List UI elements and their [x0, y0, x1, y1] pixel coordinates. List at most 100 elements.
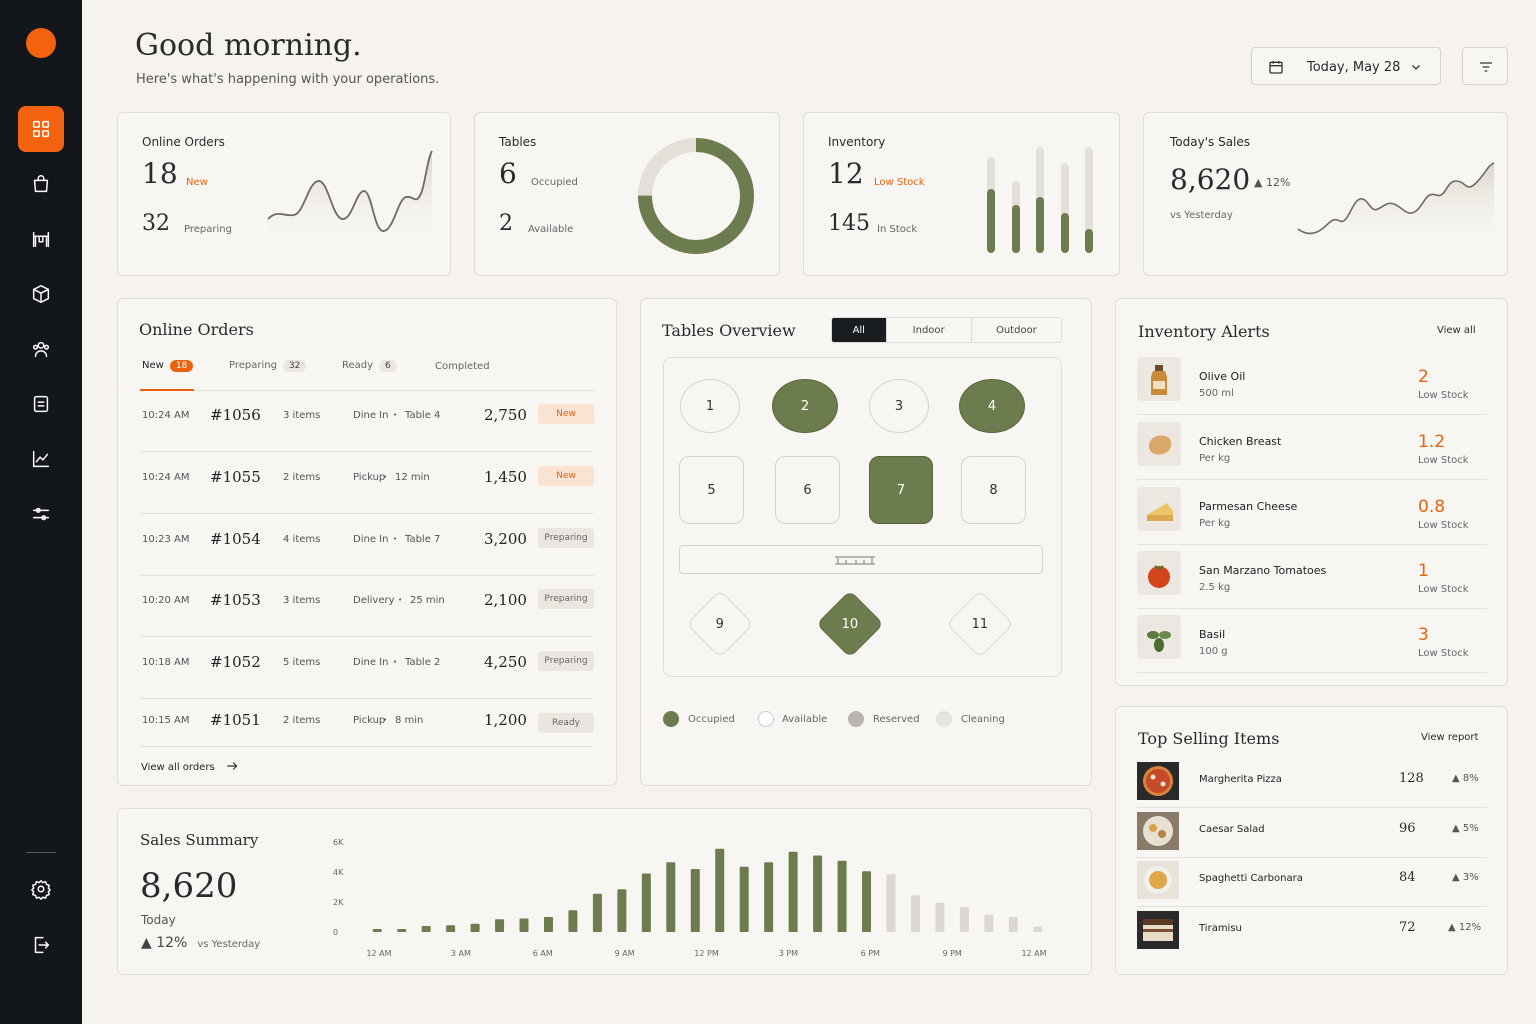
table-1[interactable]: 1	[680, 379, 740, 433]
order-row[interactable]: 10:20 AM #1053 3 items Delivery 2,100 • 25 min…	[140, 577, 594, 637]
legend-occupied-swatch	[663, 711, 679, 727]
status-badge: Ready	[538, 713, 594, 733]
sales-summary-value: 8,620	[140, 866, 238, 906]
legend-cleaning-swatch	[936, 711, 952, 727]
table-5[interactable]: 5	[679, 456, 744, 524]
tables-icon[interactable]	[18, 216, 64, 262]
sales-bar[interactable]	[984, 914, 994, 932]
sales-bar[interactable]	[886, 874, 896, 932]
dashboard-nav-icon[interactable]	[18, 106, 64, 152]
sliders-icon[interactable]	[18, 491, 64, 537]
x-tick-label: 12 AM	[366, 949, 391, 958]
inventory-alert-row[interactable]: Olive Oil 500 ml 2 Low Stock	[1137, 351, 1487, 415]
sidebar-divider	[26, 852, 56, 853]
table-6[interactable]: 6	[775, 456, 840, 524]
filter-indoor[interactable]: Indoor	[887, 318, 972, 342]
sales-bar[interactable]	[764, 862, 774, 932]
view-all-orders-link[interactable]: View all orders	[141, 759, 239, 773]
table-7[interactable]: 7	[869, 456, 933, 524]
change-value: 5%	[1462, 823, 1479, 834]
sales-bar[interactable]	[543, 917, 553, 932]
inventory-alert-row[interactable]: Chicken Breast Per kg 1.2 Low Stock	[1137, 416, 1487, 480]
top-selling-row[interactable]: Caesar Salad 96 ▲ 5%	[1137, 808, 1487, 858]
sales-bar[interactable]	[446, 925, 456, 932]
sales-bar[interactable]	[641, 873, 651, 933]
sales-bar[interactable]	[715, 848, 725, 932]
order-row[interactable]: 10:15 AM #1051 2 items Pickup 1,200 • 8 min Rea…	[140, 701, 594, 747]
tab-new[interactable]: New 18	[142, 360, 194, 372]
order-row[interactable]: 10:18 AM #1052 5 items Dine In 4,250 • Table 2…	[140, 639, 594, 699]
date-picker[interactable]: Today, May 28	[1251, 47, 1441, 85]
sales-bar[interactable]	[421, 926, 431, 932]
sales-bar[interactable]	[495, 919, 505, 932]
kpi-sales-card[interactable]: Today's Sales 8,620 ▲ 12% vs Yesterday	[1143, 112, 1508, 276]
table-2[interactable]: 2	[772, 379, 838, 433]
sales-bar[interactable]	[813, 855, 823, 933]
kpi-inventory-card[interactable]: Inventory 12 Low Stock 145 In Stock	[803, 112, 1120, 276]
sales-bar[interactable]	[1008, 917, 1018, 932]
bottle-icon	[1137, 357, 1181, 401]
sales-bar[interactable]	[788, 851, 798, 932]
legend-available-swatch	[758, 711, 774, 727]
sales-bar[interactable]	[935, 902, 945, 932]
sales-bar[interactable]	[519, 918, 529, 933]
item-qty: 1.2	[1418, 432, 1446, 452]
item-status: Low Stock	[1418, 520, 1469, 531]
order-time: 10:24 AM	[142, 472, 190, 483]
sales-bar[interactable]	[739, 866, 749, 932]
kpi-online-orders-card[interactable]: Online Orders 18 New 32 Preparing	[117, 112, 451, 276]
sales-bar[interactable]	[959, 907, 969, 932]
order-row[interactable]: 10:24 AM #1056 3 items Dine In 2,750 • Table 4…	[140, 392, 594, 452]
order-time: 10:20 AM	[142, 595, 190, 606]
table-8[interactable]: 8	[961, 456, 1026, 524]
tab-preparing[interactable]: Preparing 32	[229, 360, 307, 372]
item-unit: Per kg	[1199, 453, 1231, 464]
inventory-view-all-link[interactable]: View all	[1437, 325, 1476, 336]
sales-bar[interactable]	[568, 910, 578, 932]
up-triangle-icon: ▲	[1254, 176, 1266, 189]
logout-icon[interactable]	[18, 922, 64, 968]
top-selling-row[interactable]: Margherita Pizza 128 ▲ 8%	[1137, 758, 1487, 808]
inventory-box-icon[interactable]	[18, 271, 64, 317]
inventory-alert-row[interactable]: San Marzano Tomatoes 2.5 kg 1 Low Stock	[1137, 545, 1487, 609]
filter-outdoor[interactable]: Outdoor	[995, 324, 1037, 336]
legend-reserved-swatch	[848, 711, 864, 727]
filter-button[interactable]	[1462, 47, 1508, 85]
kpi-tables-card[interactable]: Tables 6 Occupied 2 Available	[474, 112, 780, 276]
sales-bar[interactable]	[592, 893, 602, 932]
sales-bar[interactable]	[690, 869, 700, 932]
order-amount: 3,200	[484, 530, 527, 548]
tab-completed[interactable]: Completed	[435, 361, 490, 372]
sales-bar[interactable]	[1033, 926, 1043, 932]
tab-ready[interactable]: Ready 6	[342, 360, 397, 372]
sales-bar[interactable]	[862, 871, 872, 932]
staff-icon[interactable]	[18, 326, 64, 372]
orders-bag-icon[interactable]	[18, 161, 64, 207]
sales-bar[interactable]	[617, 889, 627, 932]
brand-logo[interactable]	[26, 28, 56, 58]
order-row[interactable]: 10:24 AM #1055 2 items Pickup 1,450 • 12 min Ne…	[140, 454, 594, 514]
sales-bar[interactable]	[910, 895, 920, 932]
sales-bar[interactable]	[470, 923, 480, 932]
analytics-icon[interactable]	[18, 436, 64, 482]
menu-list-icon[interactable]	[18, 381, 64, 427]
sales-bar[interactable]	[372, 929, 382, 932]
order-row[interactable]: 10:23 AM #1054 4 items Dine In 3,200 • Table 7…	[140, 516, 594, 576]
view-report-link[interactable]: View report	[1421, 732, 1479, 743]
item-unit: Per kg	[1199, 518, 1231, 529]
inventory-alert-row[interactable]: Parmesan Cheese Per kg 0.8 Low Stock	[1137, 481, 1487, 545]
table-3[interactable]: 3	[869, 379, 929, 433]
top-selling-row[interactable]: Tiramisu 72 ▲ 12%	[1137, 907, 1487, 957]
settings-gear-icon[interactable]	[18, 866, 64, 912]
inventory-alert-row[interactable]: Basil 100 g 3 Low Stock	[1137, 609, 1487, 673]
separator-dot: •	[383, 473, 388, 481]
order-items: 5 items	[283, 657, 321, 668]
sales-bar[interactable]	[666, 862, 676, 932]
top-selling-row[interactable]: Spaghetti Carbonara 84 ▲ 3%	[1137, 857, 1487, 907]
compare-label: vs Yesterday	[197, 939, 261, 950]
table-4[interactable]: 4	[959, 379, 1025, 433]
sales-bar[interactable]	[397, 929, 407, 932]
sales-bar[interactable]	[837, 860, 847, 932]
filter-all[interactable]: All	[832, 318, 887, 342]
sidebar	[0, 0, 82, 1024]
